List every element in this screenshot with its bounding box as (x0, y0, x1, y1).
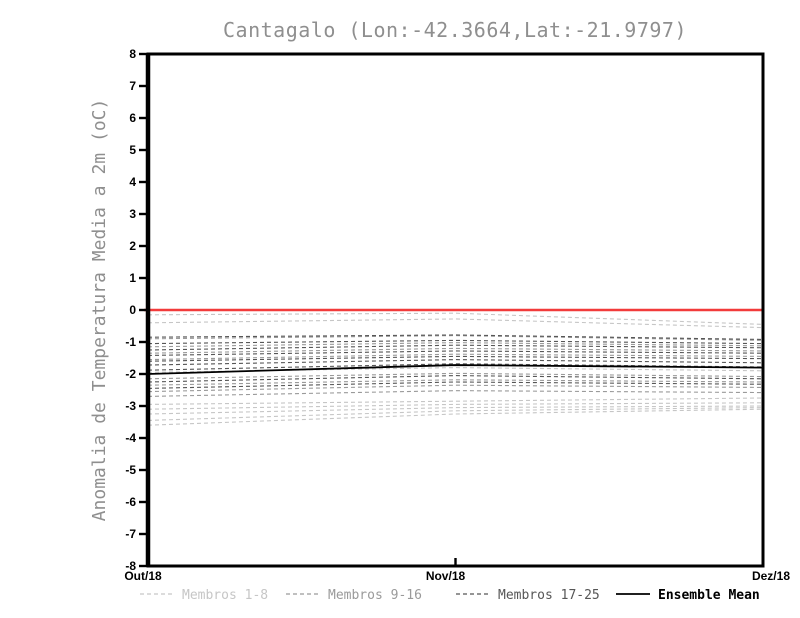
y-tick-label: -5 (125, 463, 136, 477)
y-axis-label: Anomalia de Temperatura Media a 2m (oC) (89, 99, 110, 522)
member-line-group-2 (147, 384, 764, 393)
ensemble-member-lines (147, 312, 764, 426)
member-line-group-1 (147, 318, 764, 329)
mean-line (147, 364, 764, 375)
y-tick-label: 2 (129, 239, 136, 253)
member-line-group-1 (147, 405, 764, 415)
x-axis-ticks: Out/18 Nov/18 Dez/18 (124, 558, 790, 583)
legend-label-members-1-8: Membros 1-8 (182, 588, 268, 603)
member-line-group-2 (147, 390, 764, 397)
y-tick-label: 1 (129, 271, 136, 285)
y-tick-label: 6 (129, 111, 136, 125)
y-tick-label: 3 (129, 207, 136, 221)
member-line-group-2 (147, 353, 764, 361)
x-tick-label: Nov/18 (426, 569, 466, 583)
member-line-group-2 (147, 335, 764, 341)
member-line-group-3 (147, 375, 764, 383)
member-line-group-2 (147, 347, 764, 354)
member-line-group-3 (147, 344, 764, 351)
ensemble-mean-line (147, 364, 764, 375)
chart-legend: Membros 1-8 Membros 9-16 Membros 17-25 E… (140, 588, 760, 603)
y-tick-label: 0 (129, 303, 136, 317)
y-tick-label: -4 (125, 431, 136, 445)
y-tick-label: 4 (129, 175, 136, 189)
member-line-group-1 (147, 402, 764, 410)
member-line-group-1 (147, 408, 764, 426)
y-tick-label: -8 (125, 559, 136, 573)
x-tick-label: Dez/18 (752, 569, 790, 583)
member-line-group-3 (147, 350, 764, 356)
member-line-group-1 (147, 312, 764, 325)
y-tick-label: 5 (129, 143, 136, 157)
member-line-group-3 (147, 334, 764, 340)
member-line-group-2 (147, 342, 764, 348)
y-tick-label: -2 (125, 367, 136, 381)
y-tick-label: -7 (125, 527, 136, 541)
y-tick-label: 8 (129, 47, 136, 61)
y-tick-label: -6 (125, 495, 136, 509)
y-tick-label: -1 (125, 335, 136, 349)
legend-label-members-17-25: Membros 17-25 (498, 588, 600, 603)
y-tick-label: 7 (129, 79, 136, 93)
member-line-group-2 (147, 379, 764, 386)
member-line-group-2 (147, 372, 764, 380)
member-line-group-3 (147, 355, 764, 362)
x-tick-label: Out/18 (124, 569, 162, 583)
member-line-group-1 (147, 367, 764, 373)
member-line-group-3 (147, 359, 764, 366)
y-axis-ticks: 8 7 6 5 4 3 2 1 0 -1 -2 -3 -4 -5 -6 -7 -8 (125, 47, 148, 573)
member-line-group-3 (147, 381, 764, 389)
legend-label-members-9-16: Membros 9-16 (328, 588, 422, 603)
member-line-group-3 (147, 339, 764, 345)
y-tick-label: -3 (125, 399, 136, 413)
chart-title: Cantagalo (Lon:-42.3664,Lat:-21.9797) (223, 18, 687, 42)
legend-label-ensemble-mean: Ensemble Mean (658, 588, 760, 603)
member-line-group-1 (147, 397, 764, 405)
member-line-group-1 (147, 407, 764, 421)
